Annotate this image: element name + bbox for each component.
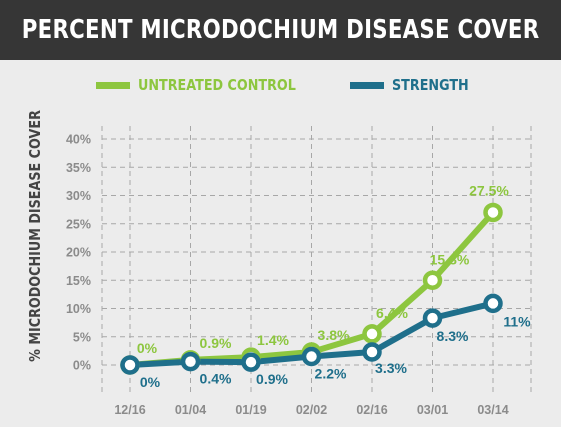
legend-item-untreated: UNTREATED CONTROL (96, 76, 324, 94)
y-tick-label: 30% (66, 189, 91, 203)
data-point-strength (120, 355, 140, 375)
data-label-strength: 8.3% (437, 328, 469, 344)
data-point-strength (422, 308, 443, 328)
x-tick-label: 03/14 (477, 403, 508, 417)
chart-title: PERCENT MICRODOCHIUM DISEASE COVER (21, 15, 540, 45)
legend-item-strength: STRENGTH (349, 76, 482, 94)
y-tick-label: 0% (73, 359, 91, 373)
y-tick-label: 15% (66, 274, 91, 288)
x-tick-label: 03/01 (417, 403, 448, 417)
y-tick-label: 20% (66, 246, 91, 260)
data-label-strength: 3.3% (375, 360, 407, 376)
data-label-untreated: 1.4% (257, 332, 289, 348)
data-label-strength: 0% (140, 374, 161, 390)
legend-label-untreated: UNTREATED CONTROL (138, 76, 296, 94)
x-tick-label: 02/16 (356, 403, 387, 417)
x-tick-label: 01/19 (235, 403, 266, 417)
x-tick-label: 01/04 (175, 403, 206, 417)
y-tick-label: 25% (66, 217, 91, 231)
y-tick-label: 10% (66, 302, 91, 316)
data-point-strength (180, 351, 201, 372)
y-axis-title: % MICRODOCHIUM DISEASE COVER (27, 110, 44, 362)
legend: UNTREATED CONTROL STRENGTH (96, 72, 508, 98)
data-label-untreated: 0.9% (200, 335, 232, 351)
data-label-untreated: 15.8% (430, 251, 470, 267)
data-label-untreated: 0% (137, 340, 158, 356)
y-tick-label: 35% (66, 161, 91, 175)
x-tick-label: 12/16 (114, 403, 145, 417)
data-label-strength: 11% (503, 313, 531, 329)
data-point-strength (241, 352, 261, 372)
data-point-strength (483, 293, 503, 314)
data-label-strength: 0.9% (256, 371, 288, 387)
y-tick-label: 40% (66, 133, 91, 147)
data-point-strength (362, 342, 382, 362)
data-label-untreated: 6.4% (376, 305, 408, 321)
data-point-strength (301, 346, 322, 367)
data-label-strength: 2.2% (315, 366, 347, 382)
data-point-untreated (362, 324, 382, 344)
legend-label-strength: STRENGTH (391, 76, 469, 94)
data-label-untreated: 3.8% (318, 327, 350, 343)
data-label-untreated: 27.5% (469, 182, 509, 198)
title-bar: PERCENT MICRODOCHIUM DISEASE COVER (0, 0, 561, 60)
data-label-strength: 0.4% (200, 371, 232, 387)
data-point-untreated (483, 202, 503, 223)
x-tick-label: 02/02 (296, 403, 327, 417)
data-point-untreated (422, 270, 443, 290)
legend-swatch-strength (349, 81, 384, 89)
y-tick-label: 5% (73, 330, 91, 344)
legend-swatch-untreated (96, 81, 130, 89)
